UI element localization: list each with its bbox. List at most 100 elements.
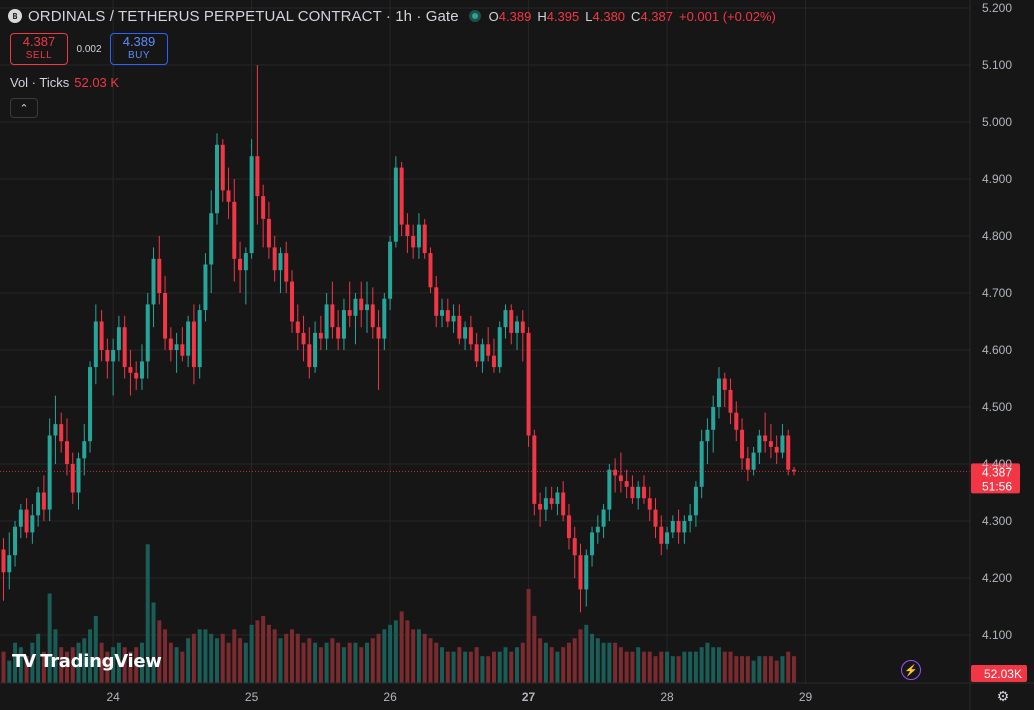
candle-body [145,304,150,362]
candle-body [209,213,214,265]
volume-bar [151,602,156,683]
volume-bar [1,651,6,683]
volume-bar [457,647,462,683]
candle-body [243,253,248,271]
open-label: O [488,8,499,24]
y-tick-label: 5.100 [982,58,1012,72]
candle-body [561,492,566,516]
candle-body [359,298,364,311]
market-status-icon[interactable] [468,10,481,22]
volume-bar [76,642,81,683]
volume-bar [145,544,150,683]
candle-body [307,344,312,368]
volume-bar [47,593,52,683]
candle-body [549,498,554,504]
sell-button[interactable]: 4.387 SELL [10,33,68,65]
collapse-legend-button[interactable]: ⌃ [10,98,38,118]
candle-body [463,327,468,339]
candle-body [630,486,635,499]
candle-body [555,492,560,504]
volume-bar [111,647,116,683]
volume-bar [295,633,300,683]
candle-body [122,327,127,368]
volume-legend[interactable]: Vol · Ticks 52.03 K [10,75,119,90]
candle-body [214,144,219,214]
volume-bar [422,633,427,683]
volume-bar [578,629,583,683]
symbol-icon[interactable]: B [8,9,22,23]
volume-bar [59,647,64,683]
low-label: L [585,8,593,24]
buy-button[interactable]: 4.389 BUY [110,33,168,65]
volume-legend-value: 52.03 K [74,75,120,90]
candle-body [226,190,231,202]
last-volume-badge [971,665,1027,682]
lightning-icon[interactable]: ⚡ [901,660,921,680]
tradingview-logo[interactable]: TV TradingView [12,651,162,672]
volume-bar [168,642,173,683]
volume-bar [18,647,23,683]
chart-title[interactable]: ORDINALS / TETHERUS PERPETUAL CONTRACT ·… [28,7,459,25]
candle-body [134,372,139,379]
volume-bar [255,620,260,683]
y-tick-label: 4.900 [982,172,1012,186]
volume-bar [416,629,421,683]
candle-body [491,355,496,368]
volume-bar [630,651,635,683]
candle-body [468,327,473,345]
candle-body [440,310,445,316]
candle-body [405,224,410,236]
volume-bar [595,638,600,683]
candle-body [474,344,479,362]
candle-body [670,521,675,533]
sell-price: 4.387 [22,34,56,49]
candle-body [416,224,421,248]
volume-bar [359,647,364,683]
candle-body [238,258,243,271]
low-value: 4.380 [592,8,626,24]
gear-icon[interactable]: ⚙ [996,687,1010,704]
volume-bar [515,647,520,683]
volume-bar [365,642,370,683]
volume-bar [238,638,243,683]
ohlc-values: O4.389 H4.395 L4.380 C4.387 +0.001 (+0.0… [489,9,778,24]
candle-body [682,521,687,533]
volume-bar [301,642,306,683]
volume-bar [163,629,168,683]
volume-bar [157,620,162,683]
volume-bar [751,660,756,683]
candle-body [543,498,548,510]
candle-body [699,441,704,487]
volume-bar [780,656,785,683]
candle-body [578,555,583,590]
candle-body [41,492,46,510]
candle-body [711,407,716,430]
volume-bar [676,656,681,683]
trade-panel: 4.387 SELL 0.002 4.389 BUY [10,33,168,65]
candle-body [751,452,756,470]
candle-body [232,201,237,259]
volume-bar [411,629,416,683]
candle-body [653,509,658,527]
candle-body [722,378,727,390]
candle-body [353,298,358,316]
candle-body [590,532,595,556]
y-tick-label: 4.500 [982,400,1012,414]
candle-body [538,503,543,510]
volume-bar [388,624,393,683]
candle-body [641,486,646,499]
candle-body [451,315,456,322]
candle-body [261,196,266,219]
candle-body [688,515,693,521]
candle-body [301,332,306,345]
volume-bar [791,656,796,683]
y-tick-label: 4.800 [982,229,1012,243]
volume-bar [653,656,658,683]
candle-body [515,321,520,333]
volume-bar [290,629,294,683]
volume-bar [555,651,560,683]
logo-mark: TV [12,651,36,672]
spread-value: 0.002 [76,43,102,55]
candle-body [618,475,623,482]
